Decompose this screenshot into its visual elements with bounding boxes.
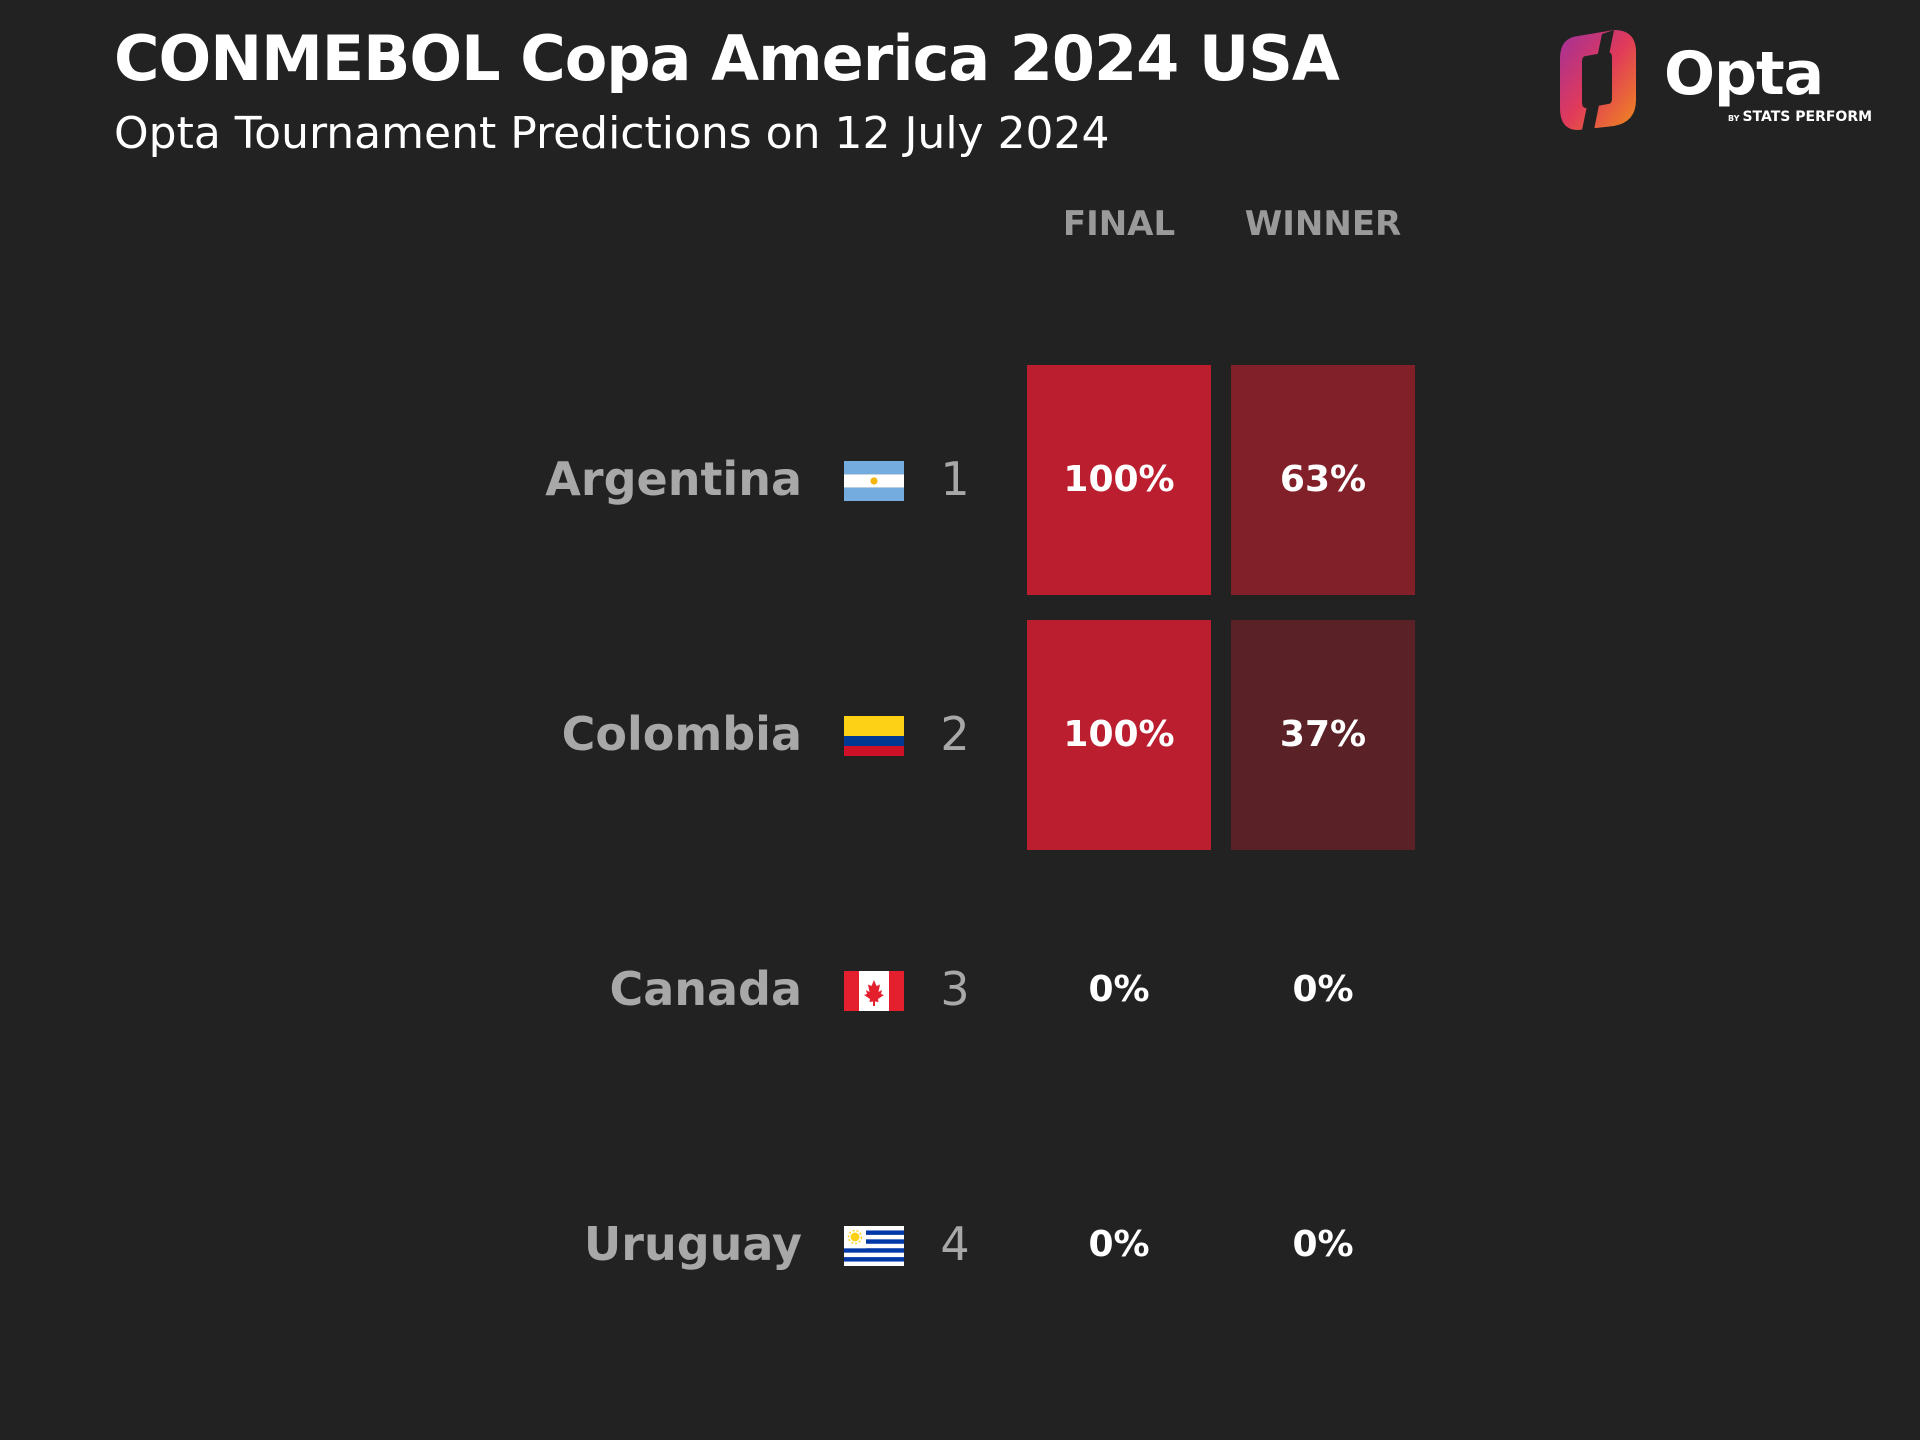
opta-logo: Opta BY STATS PERFORM — [1556, 26, 1872, 134]
column-header-winner: WINNER — [1244, 204, 1402, 244]
team-rank: 4 — [940, 1217, 970, 1271]
team-name: Canada — [609, 962, 802, 1016]
column-header-final: FINAL — [1062, 204, 1176, 244]
team-name: Colombia — [561, 707, 802, 761]
winner-cell-label: 0% — [1292, 969, 1354, 1010]
winner-cell-label: 0% — [1292, 1224, 1354, 1265]
winner-cell: 37% — [1231, 620, 1415, 850]
table-row-uruguay: Uruguay 4 0% 0% — [0, 1130, 1920, 1360]
team-rank: 1 — [940, 452, 970, 506]
opta-logo-company: STATS PERFORM — [1742, 109, 1873, 125]
opta-logo-by: BY — [1728, 114, 1740, 123]
colombia-flag-icon — [844, 716, 904, 756]
final-cell-label: 0% — [1088, 969, 1150, 1010]
chart-subtitle: Opta Tournament Predictions on 12 July 2… — [114, 108, 1110, 159]
table-row-colombia: Colombia 2 100% 37% — [0, 620, 1920, 850]
uruguay-flag-icon — [844, 1226, 904, 1266]
winner-cell-label: 63% — [1279, 459, 1367, 500]
final-cell: 0% — [1027, 875, 1211, 1105]
team-rank: 2 — [940, 707, 970, 761]
team-name: Argentina — [545, 452, 802, 506]
final-cell: 100% — [1027, 620, 1211, 850]
table-row-canada: Canada 3 0% 0% — [0, 875, 1920, 1105]
final-cell: 100% — [1027, 365, 1211, 595]
final-cell-label: 100% — [1063, 714, 1175, 755]
chart-title: CONMEBOL Copa America 2024 USA — [114, 22, 1340, 95]
table-row-argentina: Argentina 1 100% 63% — [0, 365, 1920, 595]
team-rank: 3 — [940, 962, 970, 1016]
final-cell-label: 0% — [1088, 1224, 1150, 1265]
final-cell: 0% — [1027, 1130, 1211, 1360]
winner-cell: 0% — [1231, 875, 1415, 1105]
winner-cell: 0% — [1231, 1130, 1415, 1360]
final-cell-label: 100% — [1063, 459, 1175, 500]
opta-logo-icon — [1560, 30, 1636, 130]
team-name: Uruguay — [583, 1217, 802, 1271]
winner-cell: 63% — [1231, 365, 1415, 595]
argentina-flag-icon — [844, 461, 904, 501]
opta-logo-byline: BY STATS PERFORM — [1728, 110, 1872, 124]
opta-logo-wordmark: Opta — [1664, 39, 1824, 109]
canada-flag-icon — [844, 971, 904, 1011]
winner-cell-label: 37% — [1279, 714, 1367, 755]
